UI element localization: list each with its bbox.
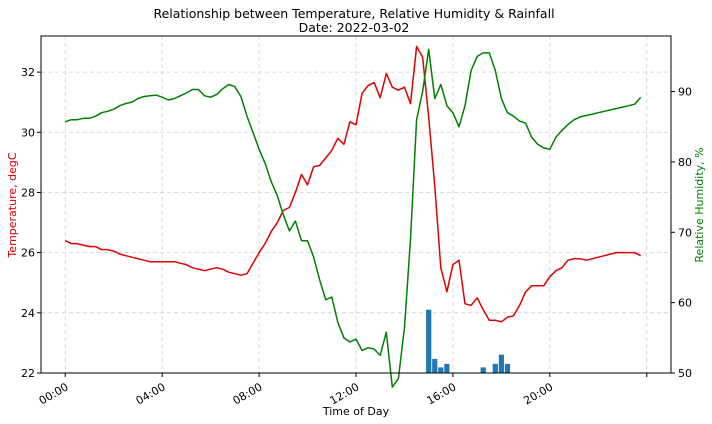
rainfall-bars [426,309,511,373]
rainfall-bar [426,309,432,373]
rainfall-bar [504,363,511,373]
y-left-tick-label: 28 [21,186,35,199]
x-axis-label: Time of Day [322,405,390,418]
x-tick-label: 16:00 [424,380,458,407]
series-lines [64,45,642,388]
temperature-line [64,45,642,323]
y-left-tick-label: 30 [21,126,35,139]
chart-subtitle: Date: 2022-03-02 [299,20,410,35]
humidity-line [64,48,642,388]
y-right-tick-label: 90 [678,86,692,99]
y-axis-right-label: Relative Humidity, % [693,147,706,262]
y-left-tick-label: 22 [21,367,35,380]
x-tick-label: 04:00 [134,380,168,407]
y-right-tick-label: 70 [678,226,692,239]
x-tick-label: 00:00 [37,380,71,407]
rainfall-bar [438,367,444,373]
y-right-tick-label: 80 [678,156,692,169]
y-left-tick-label: 32 [21,66,35,79]
rainfall-bar [492,363,498,373]
y-right-tick-label: 60 [678,297,692,310]
y-right-tick-label: 50 [678,367,692,380]
chart-title: Relationship between Temperature, Relati… [153,6,554,21]
rainfall-bar [432,358,438,373]
rainfall-bar [498,354,504,373]
x-tick-label: 20:00 [521,380,555,407]
rainfall-bar [444,363,450,373]
rainfall-bar [480,367,486,373]
axes: 00:00 04:00 08:00 12:00 16:00 20:00 22 24 26 28 30… [21,35,692,407]
x-tick-label: 08:00 [231,380,265,407]
grid [41,36,671,374]
y-axis-left-label: Temperature, degC [6,152,19,258]
y-left-tick-label: 24 [21,307,35,320]
x-tick-label: 12:00 [328,380,362,407]
y-left-tick-label: 26 [21,247,35,260]
